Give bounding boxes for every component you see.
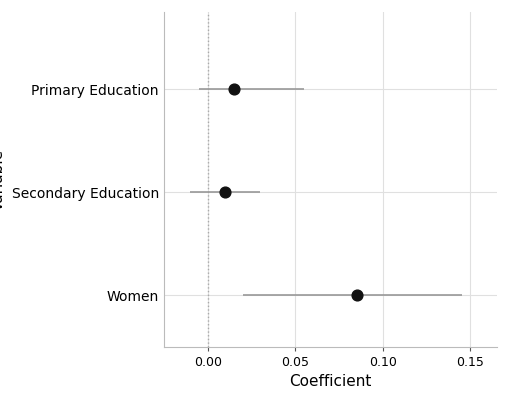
Point — [230, 86, 238, 93]
Point — [221, 189, 229, 196]
Y-axis label: Variable: Variable — [0, 149, 6, 211]
X-axis label: Coefficient: Coefficient — [289, 375, 371, 389]
Point — [352, 292, 360, 299]
